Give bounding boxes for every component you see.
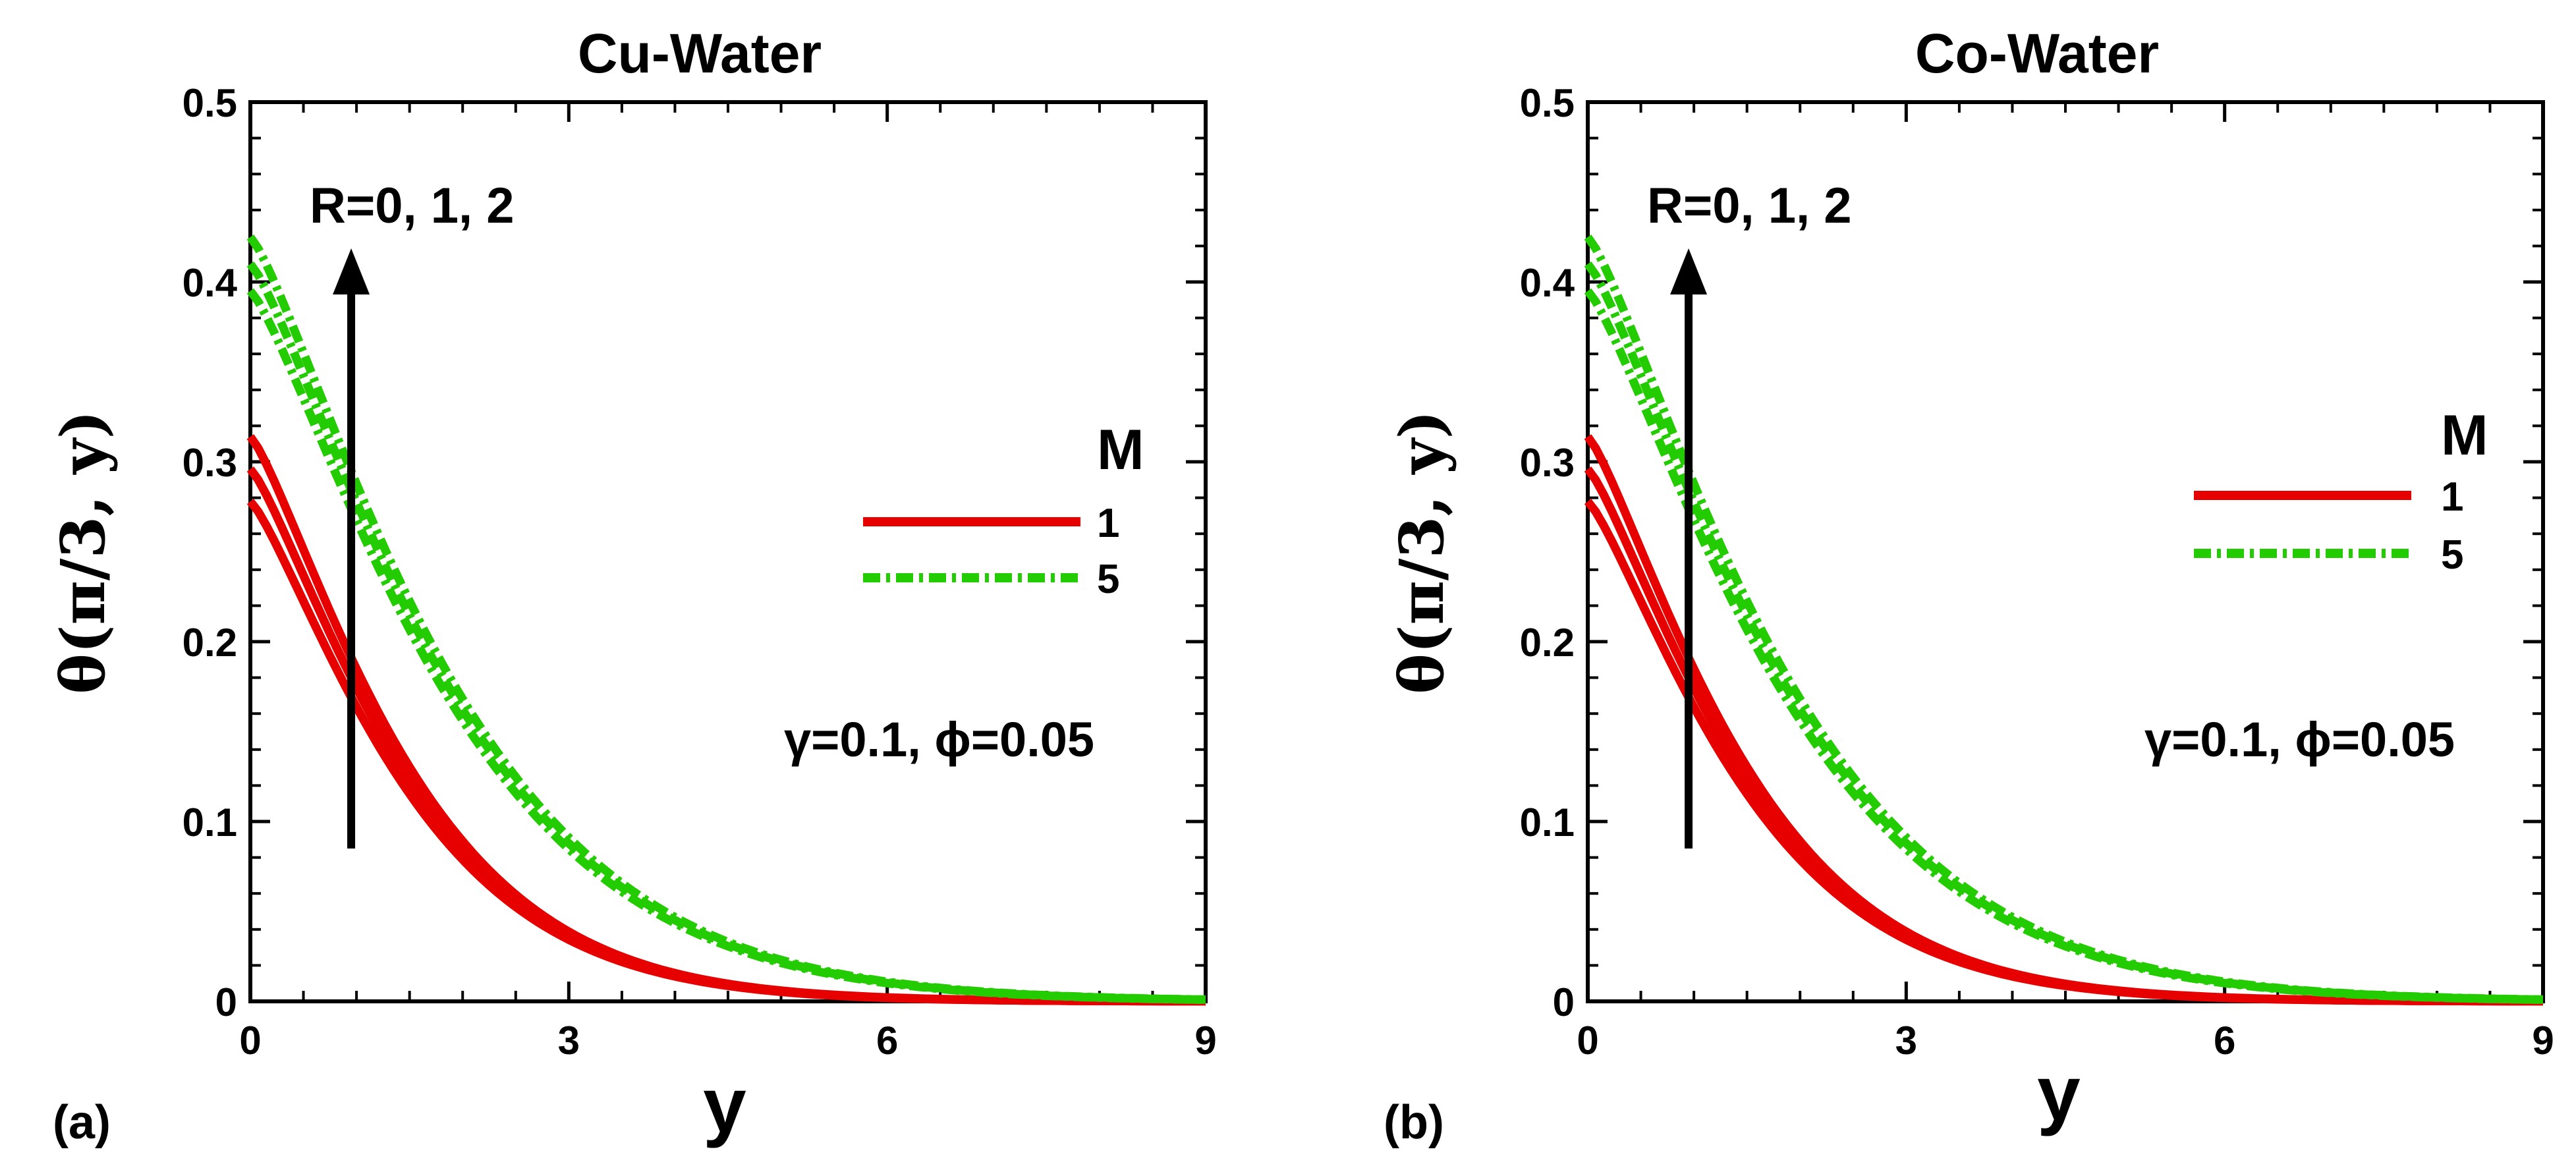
legend-title: M xyxy=(2441,404,2488,467)
params-annotation: γ=0.1, ϕ=0.05 xyxy=(784,712,1094,767)
y-axis-label: θ(π/3, y) xyxy=(47,410,119,694)
x-axis-label: y xyxy=(703,1062,746,1149)
panel-label: (a) xyxy=(53,1096,111,1149)
legend-label-m1: 1 xyxy=(2441,474,2463,520)
plot-frame xyxy=(248,100,1208,1003)
y-tick-label: 0.5 xyxy=(182,81,237,125)
y-tick-label: 0.1 xyxy=(1520,800,1575,845)
series-m5-r0-line xyxy=(246,288,1206,1004)
x-tick-label: 6 xyxy=(2214,1018,2235,1063)
y-tick-label: 0.1 xyxy=(182,800,237,845)
series-m1-r2-line xyxy=(1584,434,2543,1006)
legend-label-m1: 1 xyxy=(1097,501,1119,546)
legend-label-m5: 5 xyxy=(2441,532,2463,578)
y-tick-label: 0.2 xyxy=(182,621,237,665)
x-tick-label: 3 xyxy=(558,1018,580,1063)
x-tick-label: 9 xyxy=(1194,1018,1216,1063)
arrow-label: R=0, 1, 2 xyxy=(310,178,515,234)
arrow-label: R=0, 1, 2 xyxy=(1647,178,1852,234)
x-tick-label: 9 xyxy=(2532,1018,2554,1063)
series-m5-r1-line xyxy=(246,261,1206,1004)
legend-title: M xyxy=(1097,418,1144,482)
x-tick-label: 0 xyxy=(239,1018,261,1063)
chart-title: Co-Water xyxy=(1915,22,2159,84)
series-m1-r2-line xyxy=(246,434,1206,1006)
panel-a: Cu-Water 0 0.1 0.2 0.3 0.4 0.5 0 3 6 9 R=0, 1, 2… xyxy=(47,22,1217,1149)
panel-label: (b) xyxy=(1384,1096,1444,1149)
chart-title: Cu-Water xyxy=(578,22,822,84)
y-axis-label: θ(π/3, y) xyxy=(1386,410,1457,694)
series-m5-r2-line xyxy=(246,235,1206,1004)
r-arrow-head xyxy=(333,248,370,295)
y-tick-label: 0 xyxy=(215,980,237,1024)
y-tick-label: 0 xyxy=(1553,980,1575,1024)
x-tick-label: 6 xyxy=(876,1018,898,1063)
params-annotation: γ=0.1, ϕ=0.05 xyxy=(2144,712,2455,767)
x-axis-label: y xyxy=(2037,1050,2081,1137)
y-tick-label: 0.4 xyxy=(1520,261,1575,305)
y-tick-label: 0.2 xyxy=(1520,621,1575,665)
y-tick-label: 0.3 xyxy=(182,441,237,485)
series-m5-r2-line xyxy=(1584,235,2544,1004)
panel-b: Co-Water 0 0.1 0.2 0.3 0.4 0.5 0 3 6 9 R=0, 1, 2… xyxy=(1384,22,2554,1149)
y-tick-label: 0.4 xyxy=(182,261,238,305)
r-arrow-head xyxy=(1670,248,1708,295)
x-tick-label: 3 xyxy=(1895,1018,1917,1063)
series-m5-r1-line xyxy=(1584,261,2544,1004)
y-tick-label: 0.3 xyxy=(1520,441,1575,485)
y-tick-label: 0.5 xyxy=(1520,81,1575,125)
x-tick-label: 0 xyxy=(1577,1018,1598,1063)
series-m5-r0-line xyxy=(1584,288,2544,1004)
legend-label-m5: 5 xyxy=(1097,557,1119,602)
